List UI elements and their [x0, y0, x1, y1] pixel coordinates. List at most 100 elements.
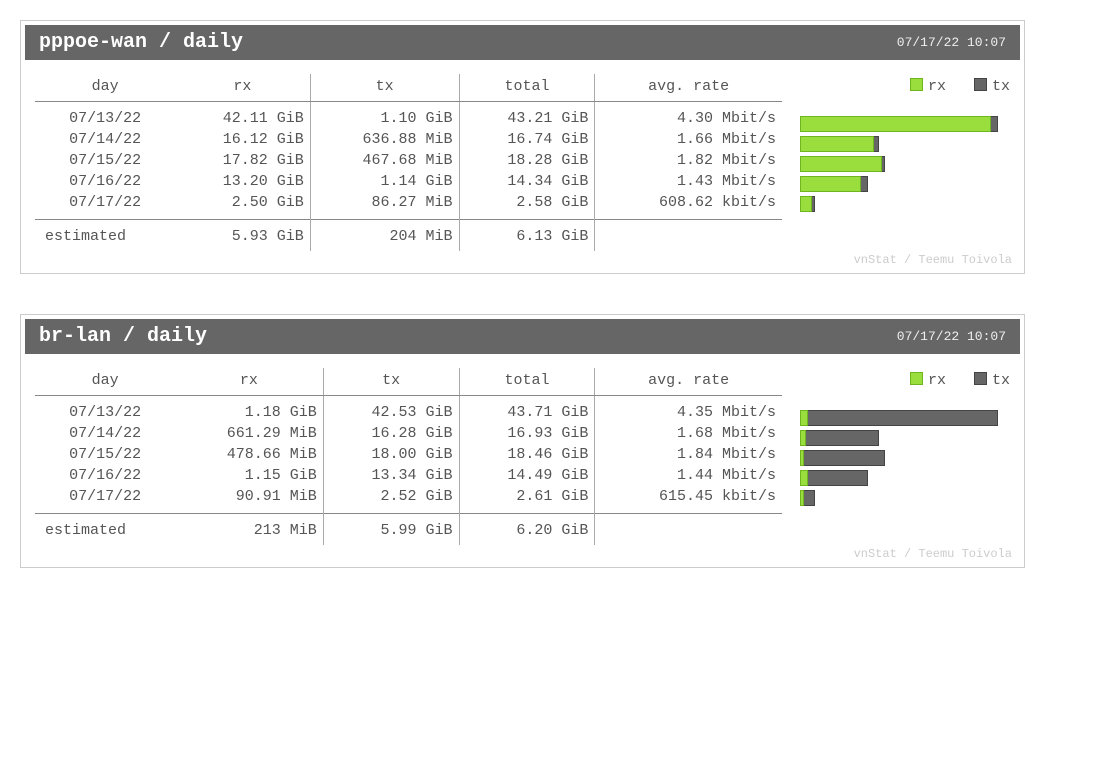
column-header: rx — [175, 74, 310, 102]
cell: 1.43 Mbit/s — [595, 171, 782, 192]
column-header: rx — [175, 368, 323, 396]
traffic-table: dayrxtxtotalavg. rate07/13/221.18 GiB42.… — [35, 368, 782, 545]
cell: 636.88 MiB — [310, 129, 459, 150]
cell: 86.27 MiB — [310, 192, 459, 220]
legend-label: tx — [992, 372, 1010, 389]
cell: 07/17/22 — [35, 486, 175, 514]
table-row: 07/13/2242.11 GiB1.10 GiB43.21 GiB4.30 M… — [35, 102, 782, 130]
cell: 18.46 GiB — [459, 444, 595, 465]
traffic-table: dayrxtxtotalavg. rate07/13/2242.11 GiB1.… — [35, 74, 782, 251]
cell: 467.68 MiB — [310, 150, 459, 171]
bar-chart: rxtx — [800, 368, 1010, 545]
panel-title: br-lan / daily — [39, 325, 207, 348]
bar-tx — [808, 470, 868, 486]
cell: 13.20 GiB — [175, 171, 310, 192]
cell: 1.14 GiB — [310, 171, 459, 192]
bar-row — [800, 114, 1010, 134]
cell: 14.49 GiB — [459, 465, 595, 486]
cell: 07/17/22 — [35, 192, 175, 220]
legend-label: tx — [992, 78, 1010, 95]
cell: 4.30 Mbit/s — [595, 102, 782, 130]
cell: 07/15/22 — [35, 150, 175, 171]
bar-row — [800, 174, 1010, 194]
bar-row — [800, 134, 1010, 154]
bar-row — [800, 194, 1010, 214]
bar-chart: rx tx — [800, 74, 1010, 251]
bar-tx — [808, 410, 998, 426]
bar-tx — [874, 136, 879, 152]
traffic-panel: pppoe-wan / daily07/17/22 10:07dayrxtxto… — [20, 20, 1025, 274]
cell: 1.15 GiB — [175, 465, 323, 486]
cell: 5.99 GiB — [323, 514, 459, 546]
traffic-panel: br-lan / daily 07/17/22 10:07 dayrxtxtotal… — [20, 314, 1025, 568]
column-header: day — [35, 74, 175, 102]
bar-tx — [804, 490, 815, 506]
data-table: dayrxtxtotalavg. rate07/13/2242.11 GiB1.… — [35, 74, 782, 251]
cell: 17.82 GiB — [175, 150, 310, 171]
bar-rx — [800, 176, 861, 192]
data-table: dayrxtxtotalavg. rate07/13/221.18 GiB42.… — [35, 368, 782, 545]
column-header: tx — [310, 74, 459, 102]
table-row: 07/15/2217.82 GiB467.68 MiB18.28 GiB1.82… — [35, 150, 782, 171]
bar-row — [800, 428, 1010, 448]
column-header: tx — [323, 368, 459, 396]
cell: 90.91 MiB — [175, 486, 323, 514]
bar-rx — [800, 116, 991, 132]
panel-title: pppoe-wan / daily — [39, 31, 243, 54]
cell: 16.93 GiB — [459, 423, 595, 444]
bar-row — [800, 448, 1010, 468]
legend: rxtx — [800, 368, 1010, 400]
estimated-label: estimated — [35, 220, 175, 252]
legend-tx: tx — [974, 372, 1010, 389]
cell: 6.20 GiB — [459, 514, 595, 546]
table-row: 07/15/22478.66 MiB18.00 GiB18.46 GiB1.84… — [35, 444, 782, 465]
bar-tx — [806, 430, 879, 446]
cell: 1.68 Mbit/s — [595, 423, 782, 444]
cell: 07/15/22 — [35, 444, 175, 465]
panel-timestamp: 07/17/22 10:07 — [897, 329, 1006, 344]
legend-rx: rx — [910, 78, 946, 95]
cell: 2.61 GiB — [459, 486, 595, 514]
cell: 1.66 Mbit/s — [595, 129, 782, 150]
cell: 13.34 GiB — [323, 465, 459, 486]
cell: 1.10 GiB — [310, 102, 459, 130]
cell: 608.62 kbit/s — [595, 192, 782, 220]
legend-tx-icon — [974, 78, 987, 91]
bar-row — [800, 468, 1010, 488]
legend-tx: tx — [974, 78, 1010, 95]
legend-label: rx — [928, 78, 946, 95]
cell — [595, 514, 782, 546]
bar-tx — [812, 196, 815, 212]
bar-rx — [800, 136, 874, 152]
bars-container — [800, 106, 1010, 214]
bar-row — [800, 154, 1010, 174]
cell: 1.84 Mbit/s — [595, 444, 782, 465]
cell: 07/16/22 — [35, 465, 175, 486]
bar-tx — [861, 176, 868, 192]
cell: 07/14/22 — [35, 129, 175, 150]
cell: 14.34 GiB — [459, 171, 595, 192]
cell: 18.28 GiB — [459, 150, 595, 171]
cell: 07/16/22 — [35, 171, 175, 192]
table-row: 07/16/2213.20 GiB1.14 GiB14.34 GiB1.43 M… — [35, 171, 782, 192]
cell: 16.74 GiB — [459, 129, 595, 150]
cell: 4.35 Mbit/s — [595, 396, 782, 424]
panel-body: dayrxtxtotalavg. rate07/13/2242.11 GiB1.… — [25, 60, 1020, 251]
cell: 2.52 GiB — [323, 486, 459, 514]
bar-rx — [800, 196, 812, 212]
cell — [595, 220, 782, 252]
bars-container — [800, 400, 1010, 508]
cell: 07/13/22 — [35, 396, 175, 424]
panel-body: dayrxtxtotalavg. rate07/13/221.18 GiB42.… — [25, 354, 1020, 545]
bar-rx — [800, 156, 882, 172]
credit-footer: vnStat / Teemu Toivola — [25, 251, 1020, 269]
cell: 1.44 Mbit/s — [595, 465, 782, 486]
column-header: total — [459, 74, 595, 102]
cell: 661.29 MiB — [175, 423, 323, 444]
estimated-label: estimated — [35, 514, 175, 546]
cell: 615.45 kbit/s — [595, 486, 782, 514]
table-row: 07/14/2216.12 GiB636.88 MiB16.74 GiB1.66… — [35, 129, 782, 150]
panel-header: br-lan / daily 07/17/22 10:07 — [25, 319, 1020, 354]
bar-row — [800, 408, 1010, 428]
cell: 213 MiB — [175, 514, 323, 546]
